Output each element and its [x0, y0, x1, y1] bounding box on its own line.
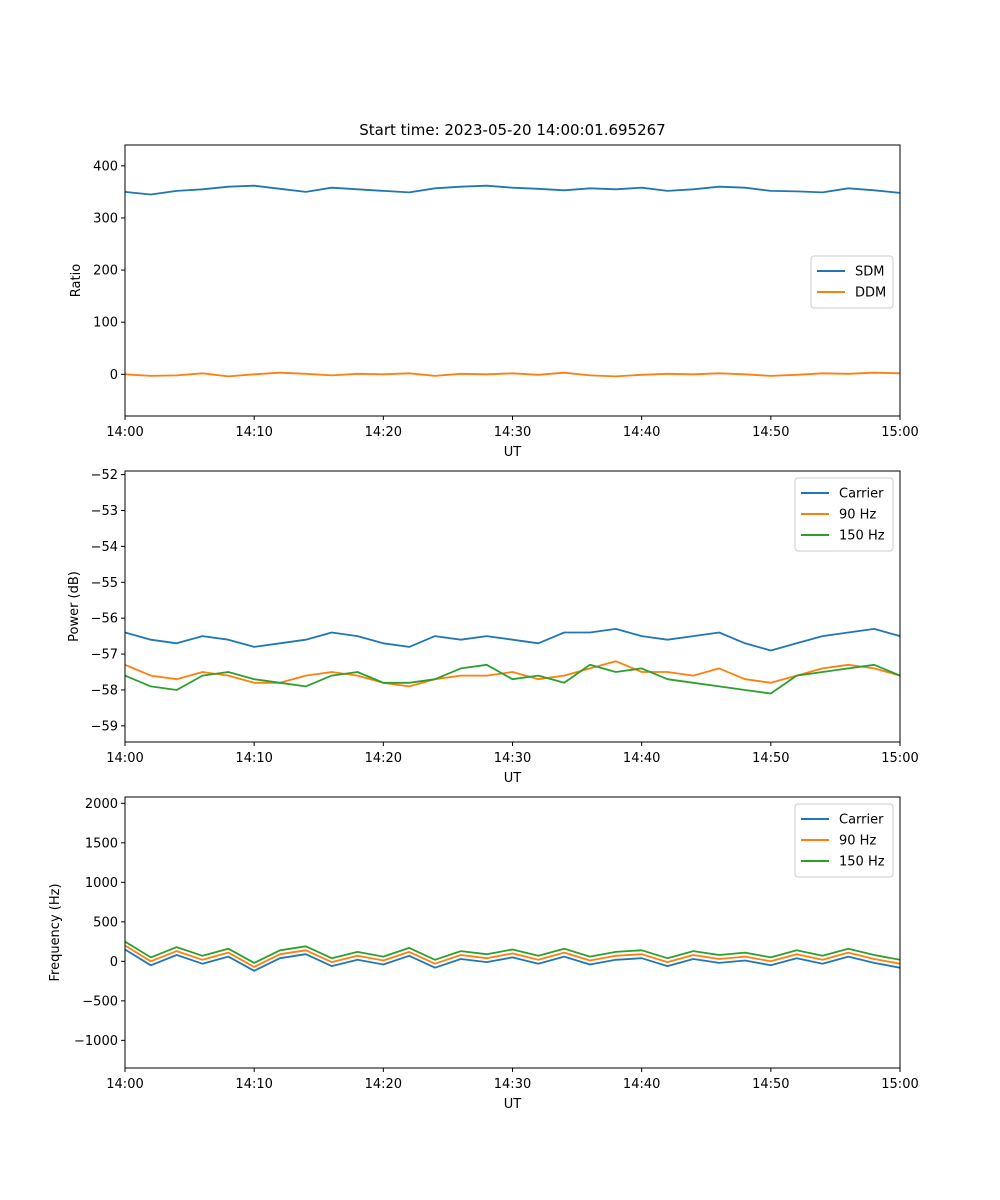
y-tick-label: 2000: [85, 797, 118, 812]
x-tick-label: 15:00: [881, 425, 918, 440]
y-tick-label: 200: [93, 264, 118, 279]
y-axis-label: Power (dB): [67, 571, 82, 642]
y-axis-label: Frequency (Hz): [48, 883, 63, 981]
x-tick-label: 14:50: [752, 425, 789, 440]
y-tick-label: −54: [91, 540, 118, 555]
chart-title: Start time: 2023-05-20 14:00:01.695267: [359, 121, 665, 139]
y-tick-label: −53: [91, 504, 118, 519]
legend-label-carrier: Carrier: [839, 487, 884, 502]
x-tick-label: 14:30: [494, 425, 531, 440]
legend-label-ddm: DDM: [855, 286, 886, 301]
x-tick-label: 14:50: [752, 751, 789, 766]
power-panel: UT Power (dB) 14:00 14:10 14:20 14:30 14:40 1…: [67, 468, 919, 786]
x-tick-label: 14:20: [365, 751, 402, 766]
y-tick-label: 500: [93, 915, 118, 930]
series-line-90-hz: [125, 944, 900, 968]
y-tick-label: −55: [91, 576, 118, 591]
y-tick-label: −57: [91, 648, 118, 663]
x-tick-label: 14:40: [623, 1077, 660, 1092]
y-tick-label: −59: [91, 719, 118, 734]
y-tick-label: 1000: [85, 876, 118, 891]
x-tick-label: 14:40: [623, 751, 660, 766]
x-tick-label: 14:10: [235, 751, 272, 766]
x-axis-label: UT: [504, 1097, 522, 1112]
legend-box: [794, 477, 894, 552]
x-tick-label: 14:00: [106, 425, 143, 440]
legend-label-90-hz: 90 Hz: [839, 834, 876, 849]
legend-label-150-hz: 150 Hz: [839, 529, 885, 544]
x-tick-label: 14:40: [623, 425, 660, 440]
x-tick-label: 14:10: [235, 425, 272, 440]
series-line-ddm: [125, 371, 900, 378]
x-axis-label: UT: [504, 445, 522, 460]
y-axis-label: Ratio: [69, 264, 84, 297]
legend-label-sdm: SDM: [855, 265, 884, 280]
legend-label-150-hz: 150 Hz: [839, 855, 885, 870]
x-tick-label: 14:00: [106, 751, 143, 766]
series-line-carrier: [125, 948, 900, 972]
plot-area: [125, 940, 900, 972]
plot-area: [125, 184, 900, 378]
legend-label-carrier: Carrier: [839, 813, 884, 828]
y-tick-label: 300: [93, 211, 118, 226]
y-tick-label: 1500: [85, 836, 118, 851]
x-tick-label: 15:00: [881, 751, 918, 766]
x-tick-label: 14:30: [494, 751, 531, 766]
y-tick-label: 0: [110, 955, 118, 970]
y-tick-label: 100: [93, 316, 118, 331]
x-tick-label: 14:20: [365, 425, 402, 440]
frequency-panel: UT Frequency (Hz) 14:00 14:10 14:20 14:30 14…: [48, 796, 919, 1112]
y-tick-label: −58: [91, 683, 118, 698]
plot-area: [125, 628, 900, 695]
x-tick-label: 14:10: [235, 1077, 272, 1092]
y-tick-label: −56: [91, 612, 118, 627]
ratio-panel: Start time: 2023-05-20 14:00:01.695267 U…: [69, 121, 919, 460]
series-line-sdm: [125, 184, 900, 196]
x-axis-label: UT: [504, 771, 522, 786]
x-tick-label: 14:30: [494, 1077, 531, 1092]
y-tick-label: −1000: [74, 1034, 118, 1049]
x-tick-label: 14:50: [752, 1077, 789, 1092]
y-tick-label: −52: [91, 468, 118, 483]
legend-box: [810, 255, 894, 309]
x-tick-label: 14:20: [365, 1077, 402, 1092]
legend-label-90-hz: 90 Hz: [839, 508, 876, 523]
series-line-150-hz: [125, 940, 900, 964]
y-tick-label: 0: [110, 368, 118, 383]
y-tick-label: 400: [93, 159, 118, 174]
series-line-150-hz: [125, 663, 900, 695]
x-tick-label: 14:00: [106, 1077, 143, 1092]
y-tick-label: −500: [82, 994, 118, 1009]
series-line-carrier: [125, 628, 900, 652]
x-tick-label: 15:00: [881, 1077, 918, 1092]
series-line-90-hz: [125, 660, 900, 688]
legend-box: [794, 803, 894, 878]
